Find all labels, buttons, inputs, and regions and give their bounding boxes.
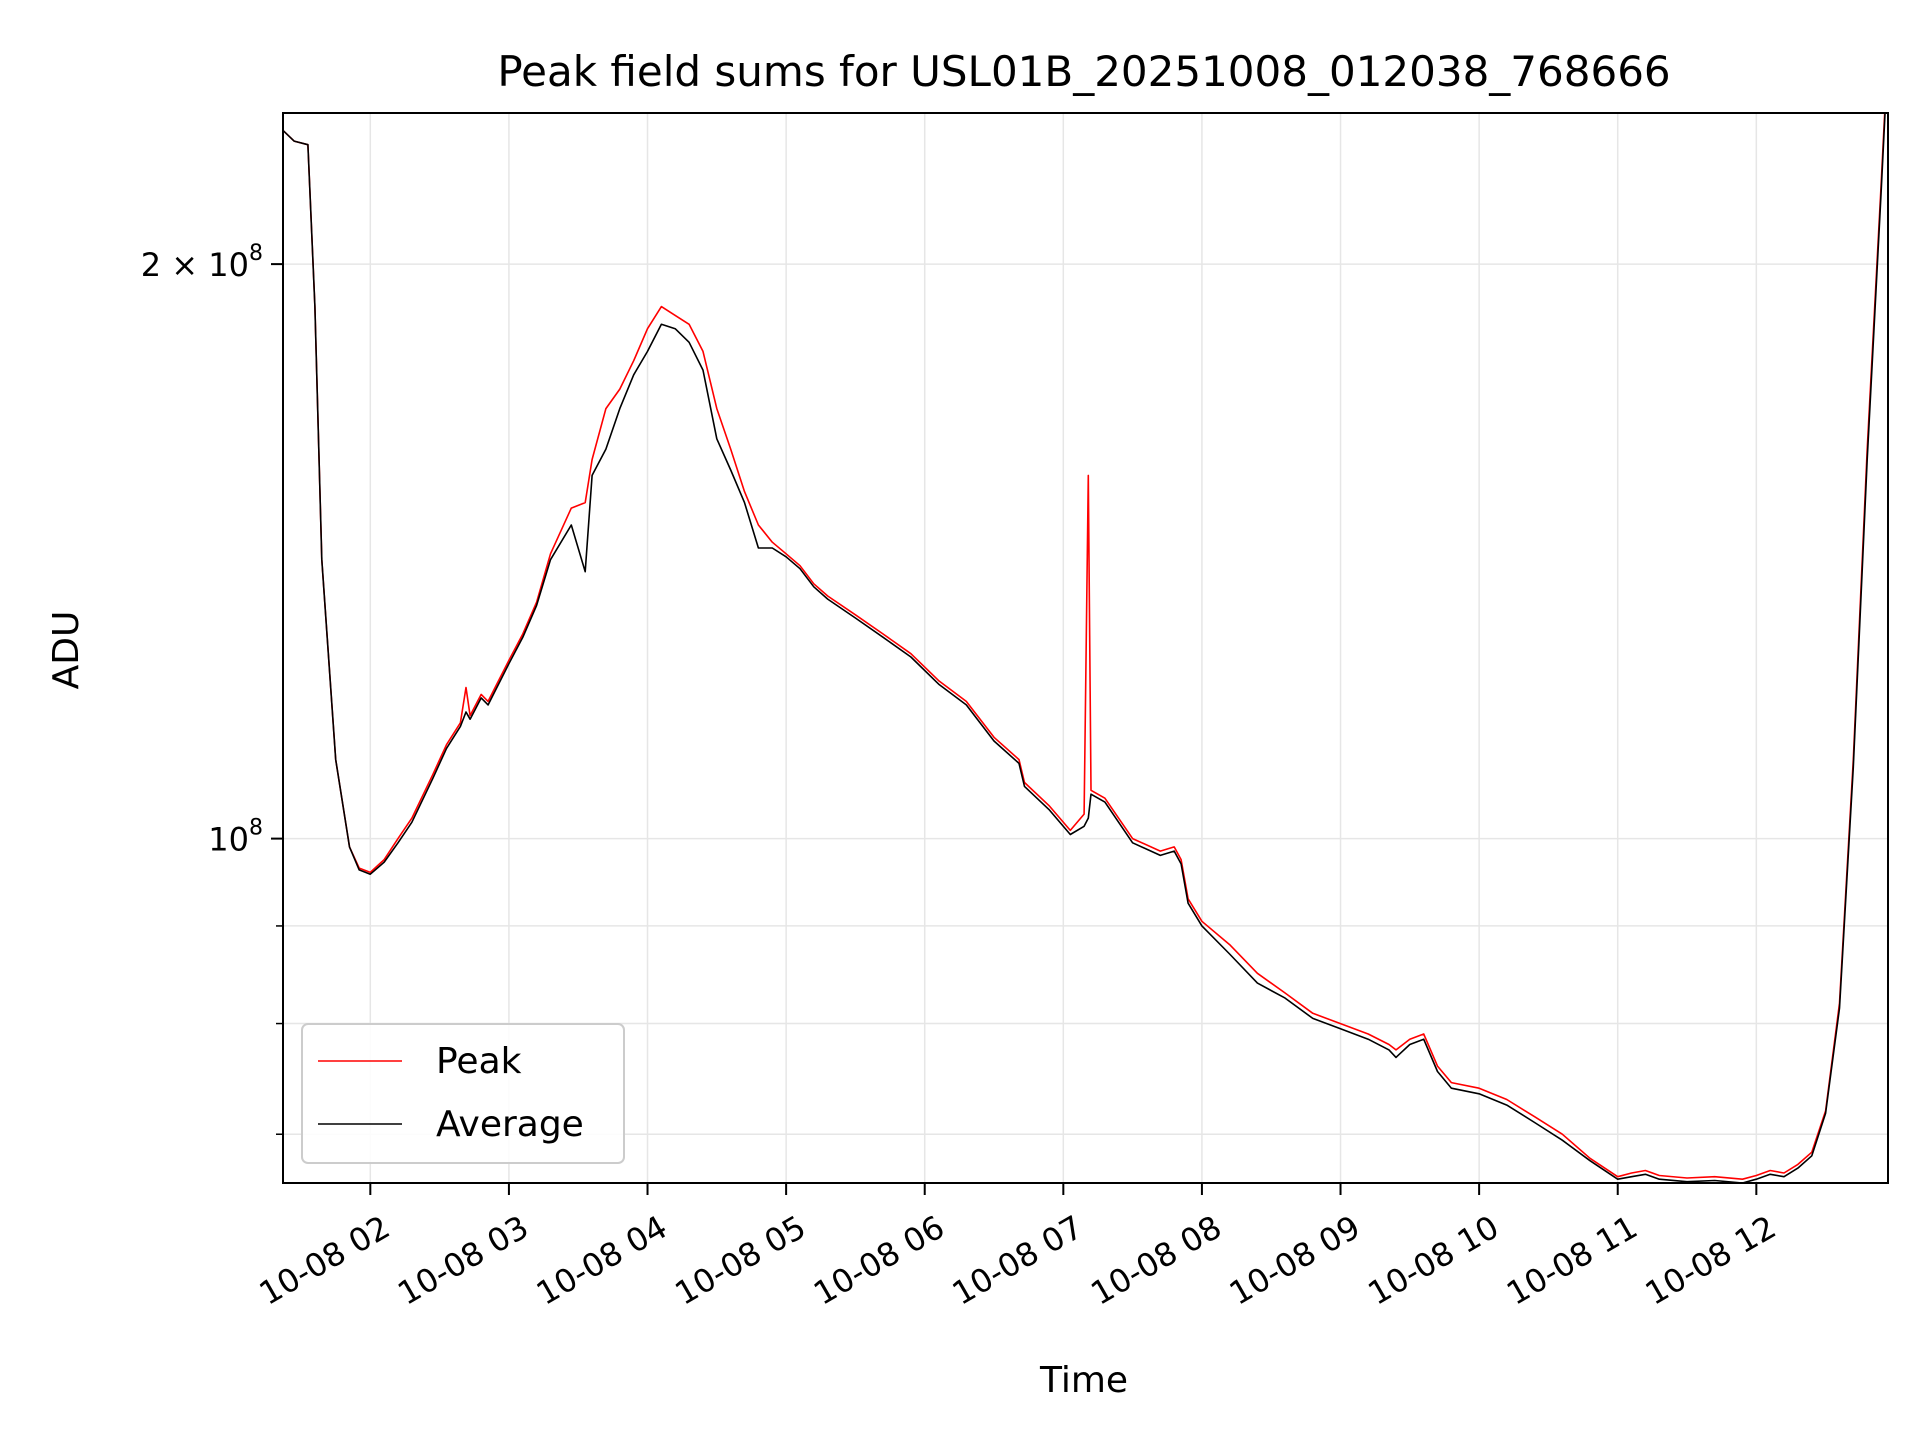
series-line-average (283, 113, 1886, 1183)
series-line-peak (283, 113, 1886, 1180)
legend-box (301, 1023, 625, 1164)
y-tick-label: 2 × 108 (141, 241, 263, 284)
y-tick-label-base: 2 × 10 (141, 246, 249, 284)
grid-layer (283, 113, 1888, 1183)
legend-average-label: Average (436, 1104, 584, 1145)
chart-title: Peak field sums for USL01B_20251008_0120… (497, 47, 1670, 96)
legend: Peak Average (301, 1023, 625, 1164)
plot-frame (282, 112, 1889, 1184)
y-tick-label-exponent: 8 (249, 241, 263, 266)
y-tick-label-base: 10 (208, 821, 249, 859)
y-tick-label: 108 (208, 816, 263, 859)
y-axis-label: ADU (46, 611, 87, 690)
y-tick-label-exponent: 8 (249, 816, 263, 841)
legend-peak-label: Peak (436, 1041, 522, 1082)
series-layer (283, 113, 1886, 1183)
x-axis-label: Time (1039, 1360, 1128, 1401)
